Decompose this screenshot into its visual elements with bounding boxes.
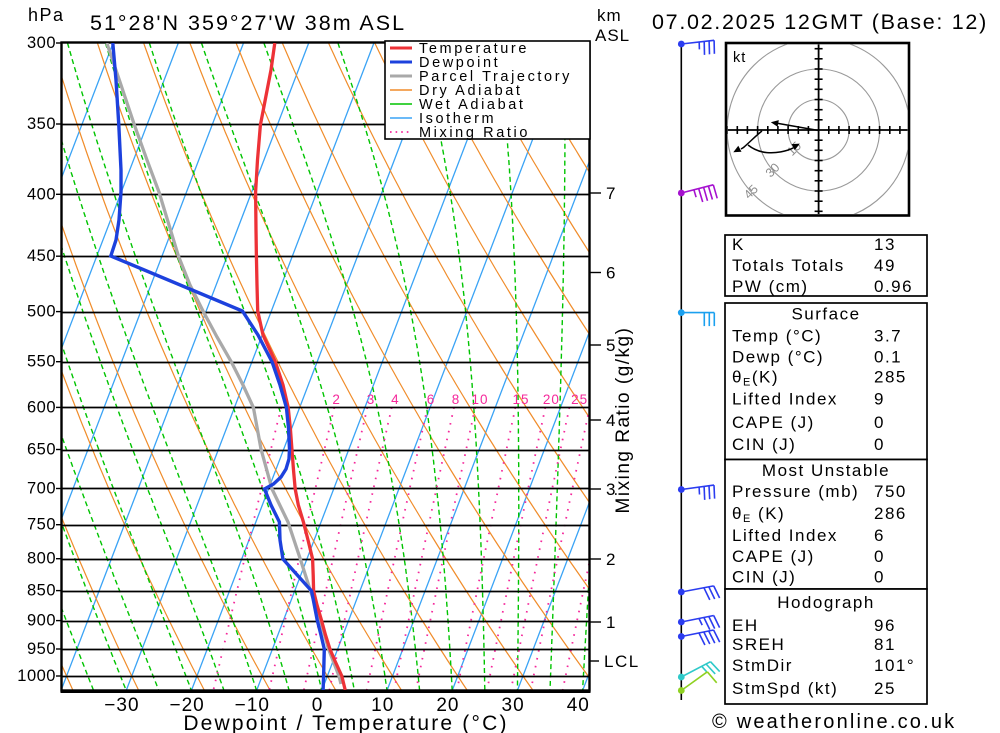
svg-text:500: 500 (27, 303, 56, 321)
svg-text:5: 5 (606, 336, 616, 355)
svg-text:550: 550 (27, 353, 56, 371)
svg-text:Lifted Index: Lifted Index (732, 390, 838, 409)
svg-text:CIN (J): CIN (J) (732, 568, 796, 587)
svg-text:40: 40 (567, 695, 590, 716)
svg-text:3.7: 3.7 (874, 327, 902, 346)
svg-text:6: 6 (606, 264, 616, 283)
svg-text:30: 30 (502, 695, 525, 716)
svg-text:Most Unstable: Most Unstable (762, 461, 890, 480)
svg-text:700: 700 (27, 480, 56, 498)
svg-text:350: 350 (27, 115, 56, 133)
svg-text:15: 15 (512, 392, 529, 407)
svg-text:K: K (732, 235, 745, 254)
svg-text:6: 6 (874, 526, 885, 545)
svg-text:96: 96 (874, 616, 896, 635)
svg-text:ASL: ASL (595, 26, 630, 45)
svg-text:StmSpd (kt): StmSpd (kt) (732, 679, 838, 698)
svg-text:450: 450 (27, 247, 56, 265)
svg-text:286: 286 (874, 504, 907, 523)
svg-text:hPa: hPa (28, 5, 65, 25)
svg-text:850: 850 (27, 582, 56, 600)
svg-text:101°: 101° (874, 656, 915, 675)
svg-text:Totals Totals: Totals Totals (732, 256, 845, 275)
svg-text:θE (K): θE (K) (732, 504, 785, 525)
svg-text:750: 750 (27, 516, 56, 534)
svg-text:Dewp (°C): Dewp (°C) (732, 348, 824, 367)
svg-text:© weatheronline.co.uk: © weatheronline.co.uk (712, 711, 956, 733)
svg-text:4: 4 (606, 411, 616, 430)
svg-text:2: 2 (332, 392, 341, 407)
svg-text:6: 6 (427, 392, 436, 407)
svg-text:LCL: LCL (604, 652, 640, 671)
svg-text:PW (cm): PW (cm) (732, 277, 809, 296)
svg-text:CAPE (J): CAPE (J) (732, 413, 815, 432)
svg-text:07.02.2025 12GMT (Base: 12): 07.02.2025 12GMT (Base: 12) (652, 10, 988, 34)
svg-text:EH: EH (732, 616, 759, 635)
svg-text:51°28'N 359°27'W 38m ASL: 51°28'N 359°27'W 38m ASL (90, 11, 406, 35)
svg-text:25: 25 (571, 392, 588, 407)
svg-text:1: 1 (606, 613, 616, 632)
svg-text:950: 950 (27, 640, 56, 658)
svg-text:0: 0 (874, 435, 885, 454)
svg-text:Lifted Index: Lifted Index (732, 526, 838, 545)
svg-text:650: 650 (27, 441, 56, 459)
svg-text:CIN (J): CIN (J) (732, 435, 796, 454)
svg-text:Mixing Ratio: Mixing Ratio (419, 125, 530, 141)
svg-text:0: 0 (874, 547, 885, 566)
svg-text:49: 49 (874, 256, 896, 275)
svg-text:km: km (597, 6, 622, 25)
svg-text:285: 285 (874, 368, 907, 387)
svg-text:3: 3 (367, 392, 376, 407)
svg-text:25: 25 (874, 679, 896, 698)
svg-text:1000: 1000 (17, 667, 56, 685)
svg-text:StmDir: StmDir (732, 656, 793, 675)
svg-text:Temp (°C): Temp (°C) (732, 327, 822, 346)
svg-text:0: 0 (312, 695, 324, 716)
svg-text:2: 2 (606, 550, 616, 569)
svg-text:Mixing Ratio (g/kg): Mixing Ratio (g/kg) (613, 327, 634, 514)
svg-text:−10: −10 (235, 695, 270, 716)
svg-text:4: 4 (391, 392, 400, 407)
svg-text:Isotherm: Isotherm (419, 111, 496, 127)
svg-text:7: 7 (606, 184, 616, 203)
svg-text:−30: −30 (104, 695, 139, 716)
svg-text:900: 900 (27, 612, 56, 630)
svg-text:20: 20 (543, 392, 560, 407)
svg-text:kt: kt (733, 50, 746, 66)
svg-text:3: 3 (606, 480, 616, 499)
svg-text:81: 81 (874, 635, 896, 654)
svg-text:Dewpoint: Dewpoint (419, 55, 500, 71)
svg-text:10: 10 (471, 392, 488, 407)
svg-text:0: 0 (874, 568, 885, 587)
svg-text:8: 8 (452, 392, 461, 407)
svg-text:0.96: 0.96 (874, 277, 913, 296)
svg-text:θE(K): θE(K) (732, 368, 779, 389)
svg-text:400: 400 (27, 185, 56, 203)
svg-text:Wet Adiabat: Wet Adiabat (419, 97, 526, 113)
svg-text:Dewpoint / Temperature (°C): Dewpoint / Temperature (°C) (183, 712, 508, 733)
svg-text:0: 0 (874, 413, 885, 432)
svg-text:SREH: SREH (732, 635, 785, 654)
svg-text:13: 13 (874, 235, 896, 254)
svg-text:600: 600 (27, 398, 56, 416)
svg-text:Pressure (mb): Pressure (mb) (732, 482, 859, 501)
svg-text:Surface: Surface (791, 305, 860, 324)
svg-text:Parcel Trajectory: Parcel Trajectory (419, 69, 572, 85)
svg-text:Dry Adiabat: Dry Adiabat (419, 83, 523, 99)
svg-text:0.1: 0.1 (874, 348, 902, 367)
svg-text:9: 9 (874, 390, 885, 409)
svg-text:750: 750 (874, 482, 907, 501)
svg-text:800: 800 (27, 550, 56, 568)
svg-text:Hodograph: Hodograph (777, 593, 875, 612)
svg-text:CAPE (J): CAPE (J) (732, 547, 815, 566)
svg-text:Temperature: Temperature (419, 41, 529, 57)
svg-text:−20: −20 (169, 695, 204, 716)
svg-text:20: 20 (436, 695, 459, 716)
svg-text:300: 300 (27, 34, 56, 52)
svg-text:10: 10 (371, 695, 394, 716)
